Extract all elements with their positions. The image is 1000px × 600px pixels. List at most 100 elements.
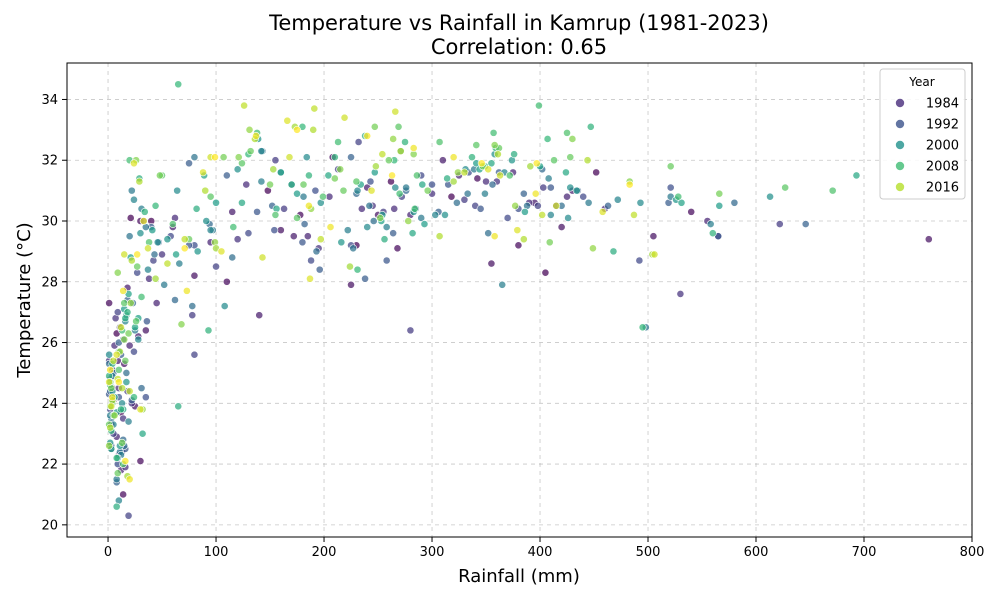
data-point xyxy=(124,329,133,338)
data-point xyxy=(473,174,482,183)
data-point xyxy=(391,107,400,116)
data-point xyxy=(105,299,114,307)
data-point xyxy=(245,125,254,134)
data-point xyxy=(340,113,349,122)
data-point xyxy=(498,280,507,289)
data-point xyxy=(357,204,366,213)
data-point xyxy=(144,265,152,274)
data-point xyxy=(118,438,126,447)
data-point xyxy=(130,159,138,168)
data-point xyxy=(330,153,339,162)
data-point xyxy=(924,235,933,244)
x-tick-label: 600 xyxy=(744,545,769,560)
data-point xyxy=(233,235,242,244)
data-point xyxy=(234,153,243,162)
data-point xyxy=(382,223,391,231)
data-point xyxy=(365,201,374,210)
y-tick-label: 28 xyxy=(41,275,58,290)
data-point xyxy=(201,186,210,195)
data-point xyxy=(366,177,375,186)
x-tick-label: 400 xyxy=(528,545,553,560)
data-point xyxy=(252,132,260,140)
legend-marker xyxy=(895,119,905,129)
data-point xyxy=(276,168,285,177)
data-point xyxy=(130,347,138,356)
data-point xyxy=(124,511,133,520)
data-point xyxy=(708,229,717,238)
data-point xyxy=(319,192,327,201)
data-point xyxy=(120,250,129,259)
data-point xyxy=(309,125,318,134)
data-point xyxy=(117,405,125,414)
data-point xyxy=(124,417,133,426)
data-point xyxy=(376,214,385,222)
legend-marker xyxy=(895,140,905,150)
data-point xyxy=(137,384,146,393)
data-point xyxy=(122,378,131,386)
data-point xyxy=(390,204,399,213)
data-point xyxy=(112,502,121,511)
data-point xyxy=(202,217,211,225)
data-point xyxy=(188,311,197,320)
data-point xyxy=(163,235,172,244)
data-point xyxy=(370,122,379,131)
data-point xyxy=(630,211,638,219)
data-point xyxy=(541,268,550,277)
data-point xyxy=(143,317,151,326)
data-point xyxy=(428,180,436,189)
data-point xyxy=(482,177,490,186)
data-point xyxy=(126,214,135,222)
data-point xyxy=(136,405,145,414)
data-point xyxy=(511,201,520,210)
data-point xyxy=(105,378,114,386)
legend-label: 2008 xyxy=(926,160,959,175)
data-point xyxy=(139,217,148,225)
chart-title: Temperature vs Rainfall in Kamrup (1981-… xyxy=(268,11,769,35)
data-point xyxy=(378,150,387,159)
data-point xyxy=(363,223,372,231)
data-point xyxy=(238,198,246,207)
data-point xyxy=(484,229,493,238)
data-point xyxy=(305,201,313,210)
data-point xyxy=(526,162,535,171)
data-point xyxy=(715,201,724,210)
data-point xyxy=(285,153,294,162)
x-tick-label: 0 xyxy=(104,545,112,560)
data-point xyxy=(148,226,157,235)
data-point xyxy=(130,195,138,204)
x-axis-ticks: 0 100 200 300 400 500 600 700 800 xyxy=(104,537,984,560)
data-point xyxy=(592,168,601,177)
data-point xyxy=(293,125,301,134)
x-tick-label: 700 xyxy=(852,545,877,560)
data-point xyxy=(852,171,861,180)
data-point xyxy=(121,356,130,365)
data-point xyxy=(240,101,249,110)
data-point xyxy=(449,177,458,186)
grid-lines xyxy=(67,63,973,537)
data-point xyxy=(394,122,403,131)
data-point xyxy=(775,220,784,228)
data-point xyxy=(538,211,547,219)
data-point xyxy=(583,156,592,165)
chart-subtitle: Correlation: 0.65 xyxy=(431,35,607,59)
data-point xyxy=(568,135,577,143)
data-point xyxy=(513,226,522,235)
data-point xyxy=(269,165,278,174)
data-point xyxy=(423,186,432,195)
x-tick-label: 500 xyxy=(636,545,661,560)
data-point xyxy=(572,186,581,195)
data-point xyxy=(418,180,427,189)
data-point xyxy=(520,207,529,216)
data-point xyxy=(380,235,389,244)
data-point xyxy=(113,469,122,478)
data-point xyxy=(160,280,169,289)
data-point xyxy=(531,189,540,198)
data-point xyxy=(300,220,309,228)
data-point xyxy=(460,168,469,177)
data-point xyxy=(666,183,675,192)
data-point xyxy=(108,393,117,402)
data-point xyxy=(438,156,447,165)
data-point xyxy=(343,226,352,235)
data-point xyxy=(489,128,498,137)
